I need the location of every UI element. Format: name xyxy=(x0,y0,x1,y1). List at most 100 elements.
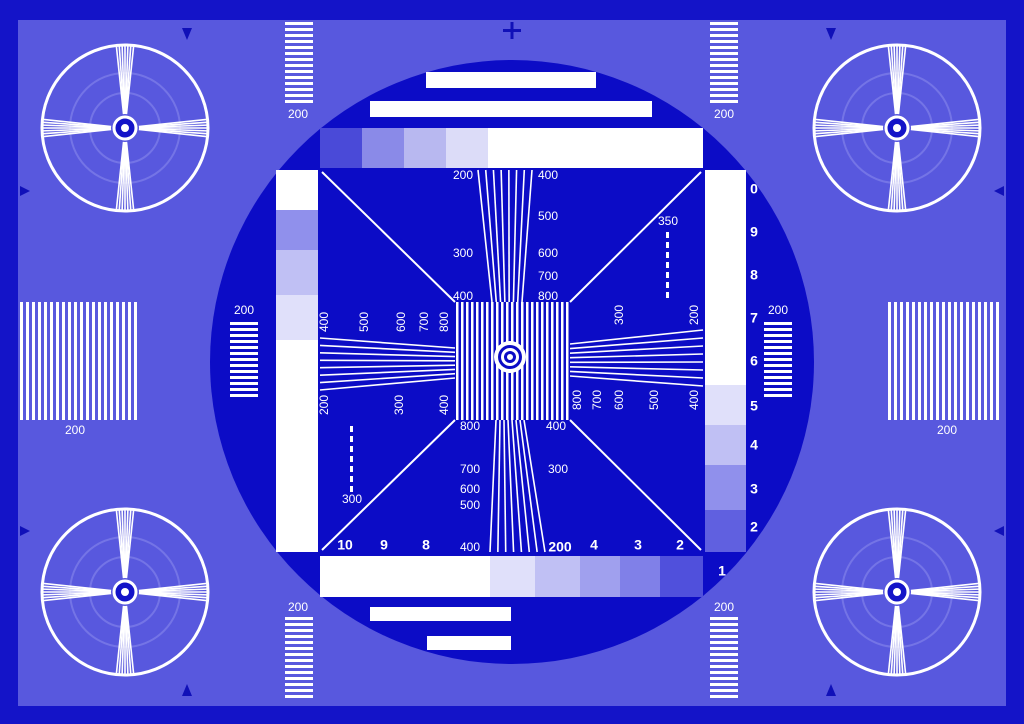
spoke xyxy=(124,46,129,115)
wedge-line xyxy=(319,377,456,391)
spoke xyxy=(815,582,884,592)
wedge-line xyxy=(500,169,506,303)
gray-step xyxy=(362,128,404,168)
pattern-label: 300 xyxy=(453,246,473,260)
pattern-label: 200 xyxy=(714,107,734,121)
spoke xyxy=(43,118,112,128)
pattern-label: 1 xyxy=(718,563,726,579)
wedge-line xyxy=(521,169,533,303)
stripe xyxy=(20,302,23,420)
spoke xyxy=(125,141,135,210)
spoke xyxy=(897,510,907,579)
stripe xyxy=(86,302,89,420)
stripe xyxy=(122,302,125,420)
spoke xyxy=(893,510,898,579)
stack-line xyxy=(285,82,313,85)
stack-line xyxy=(230,322,258,325)
marker xyxy=(20,186,30,196)
gray-step xyxy=(404,128,446,168)
spoke xyxy=(815,585,884,592)
stack-line xyxy=(710,641,738,644)
stack-line xyxy=(285,46,313,49)
stack-line xyxy=(285,683,313,686)
line xyxy=(569,171,702,303)
dash xyxy=(350,476,353,482)
stack-line xyxy=(710,82,738,85)
pattern-label: 300 xyxy=(548,462,568,476)
pattern-label: 600 xyxy=(460,482,480,496)
stripe xyxy=(134,302,137,420)
line xyxy=(569,419,702,551)
pattern-label: 200 xyxy=(714,600,734,614)
spoke xyxy=(910,582,979,592)
center-stripe xyxy=(461,302,464,420)
spoke xyxy=(887,510,897,579)
spoke xyxy=(910,592,979,599)
wedge-line xyxy=(569,353,704,359)
spoke xyxy=(138,118,207,128)
stack-line xyxy=(710,76,738,79)
center-target xyxy=(507,354,513,360)
pattern-label: 300 xyxy=(612,305,626,325)
stack-line xyxy=(764,394,792,397)
pattern-label: 700 xyxy=(538,269,558,283)
spoke xyxy=(124,605,129,674)
wedge-line xyxy=(319,359,456,362)
stack-line xyxy=(285,617,313,620)
stripe xyxy=(62,302,65,420)
stack-line xyxy=(764,352,792,355)
gray-step xyxy=(320,128,362,168)
spoke xyxy=(125,141,132,210)
pattern-label: 4 xyxy=(590,537,598,553)
spoke xyxy=(125,46,132,115)
spoke xyxy=(138,128,207,135)
spoke xyxy=(124,141,129,210)
spoke xyxy=(118,46,125,115)
stack-line xyxy=(285,40,313,43)
pattern-label: 200 xyxy=(687,305,701,325)
stripe xyxy=(56,302,59,420)
pattern-label: 9 xyxy=(380,537,388,553)
center-stripe xyxy=(466,302,469,420)
spoke xyxy=(43,128,112,135)
wedge-line xyxy=(319,352,456,358)
dash xyxy=(666,252,669,258)
stripe xyxy=(960,302,963,420)
gray-step xyxy=(535,556,580,597)
spoke xyxy=(121,510,126,579)
stripe xyxy=(900,302,903,420)
center-stripe xyxy=(551,302,554,420)
wedge-line xyxy=(484,169,498,303)
stack-line xyxy=(710,617,738,620)
target-dot xyxy=(121,124,129,132)
spoke xyxy=(138,121,207,128)
edge-markers xyxy=(20,22,1004,696)
spoke xyxy=(138,592,207,599)
stack-line xyxy=(710,665,738,668)
pattern-label: 400 xyxy=(687,390,701,410)
marker xyxy=(826,28,836,40)
dash xyxy=(666,242,669,248)
gray-step xyxy=(705,465,746,510)
spoke xyxy=(138,585,207,592)
stack-line xyxy=(710,64,738,67)
spoke xyxy=(897,46,904,115)
pattern-label: 9 xyxy=(750,224,758,240)
spoke xyxy=(125,510,132,579)
spoke xyxy=(910,591,979,596)
stripe xyxy=(92,302,95,420)
stack-line xyxy=(285,623,313,626)
stripe xyxy=(930,302,933,420)
pattern-label: 400 xyxy=(437,395,451,415)
stripe xyxy=(984,302,987,420)
spoke xyxy=(897,46,907,115)
gray-step xyxy=(660,556,703,597)
stripe xyxy=(978,302,981,420)
stack-line xyxy=(285,635,313,638)
pattern-label: 200 xyxy=(548,539,572,555)
stack-line xyxy=(764,322,792,325)
stripe xyxy=(888,302,891,420)
spoke xyxy=(43,592,112,602)
pattern-label: 3 xyxy=(634,537,642,553)
